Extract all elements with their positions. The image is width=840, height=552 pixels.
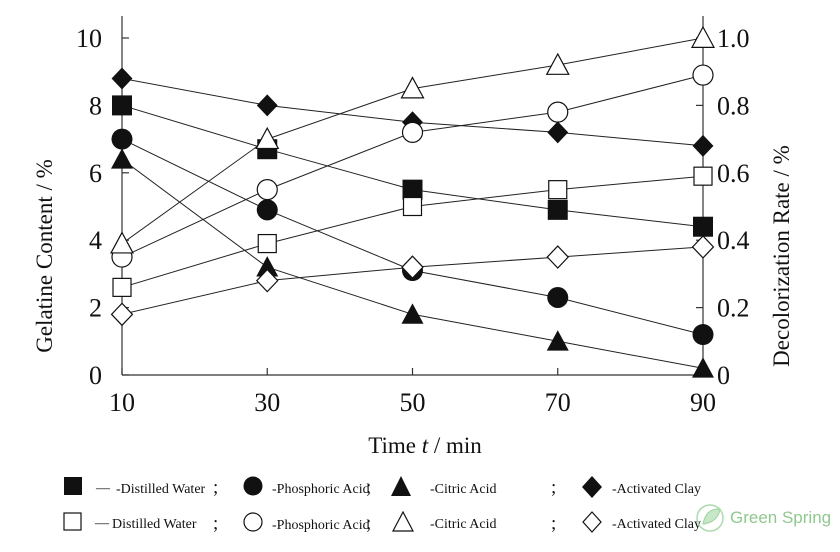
watermark: Green Spring	[696, 504, 831, 532]
y-left-axis-title: Gelatine Content / %	[32, 159, 57, 353]
data-point-series-0-3	[547, 199, 568, 220]
data-point-series-2-4	[692, 357, 714, 378]
data-point-series-7-3	[546, 245, 570, 269]
y-right-tick-label: 0.8	[717, 91, 750, 120]
data-point-series-6-0	[109, 231, 135, 254]
legend-label: -Phosphoric Acid	[272, 482, 370, 497]
data-point-series-3-3	[547, 121, 569, 144]
series-markers	[109, 25, 716, 378]
legend-marker-square-filled	[64, 477, 82, 495]
data-point-series-5-1	[256, 179, 278, 201]
data-point-series-0-4	[693, 216, 713, 237]
x-tick-label: 30	[254, 388, 280, 417]
legend-separator: ;	[213, 477, 218, 498]
legend: — -Distilled Water ; -Phosphoric Acid ; …	[63, 476, 701, 534]
y-right-tick-label: 0.4	[717, 226, 750, 255]
data-point-series-5-4	[692, 64, 714, 86]
data-point-series-0-0	[112, 95, 132, 116]
data-point-series-3-1	[256, 94, 278, 117]
data-point-series-1-0	[111, 128, 133, 150]
legend-item-phosphoric-acid-filled: -Phosphoric Acid ;	[243, 476, 371, 498]
data-point-series-4-2	[402, 196, 423, 217]
legend-marker-circle-hollow	[243, 512, 263, 532]
x-tick-label: 50	[400, 388, 426, 417]
data-point-series-7-4	[691, 235, 715, 259]
y-left-tick-label: 4	[89, 226, 102, 255]
legend-label: -Distilled Water	[116, 482, 206, 497]
x-tick-labels: 10 30 50 70 90	[109, 388, 716, 417]
data-point-series-2-2	[401, 303, 424, 324]
legend-marker-diamond-hollow	[582, 511, 602, 533]
data-point-series-2-3	[546, 330, 569, 351]
data-point-series-3-0	[111, 67, 133, 90]
y-right-tick-labels: 0 0.2 0.4 0.6 0.8 1.0	[717, 24, 750, 390]
legend-marker-triangle-filled	[391, 476, 411, 496]
legend-label: -Citric Acid	[430, 517, 497, 532]
legend-item-phosphoric-acid-hollow: -Phosphoric Acid ;	[243, 512, 371, 534]
data-point-series-7-0	[110, 302, 134, 327]
legend-item-distilled-water-hollow: — Distilled Water ;	[63, 512, 218, 534]
legend-item-activated-clay-filled: -Activated Clay	[582, 476, 701, 498]
data-point-series-6-3	[545, 52, 570, 75]
x-axis-title: Time t / min	[368, 433, 482, 458]
y-right-tick-label: 0.6	[717, 159, 750, 188]
data-point-series-4-3	[548, 180, 568, 200]
data-point-series-6-2	[400, 76, 425, 99]
data-point-series-7-2	[401, 255, 424, 280]
y-left-tick-label: 2	[89, 294, 102, 323]
data-point-series-7-1	[255, 268, 279, 293]
data-point-series-1-4	[692, 324, 714, 346]
legend-separator: ;	[551, 477, 556, 498]
legend-separator: ;	[366, 513, 371, 534]
legend-label: -Citric Acid	[430, 482, 497, 497]
legend-dash: —	[95, 481, 111, 496]
data-point-series-1-3	[547, 286, 569, 308]
y-left-tick-label: 10	[76, 24, 102, 53]
data-point-series-0-2	[402, 179, 423, 200]
legend-marker-diamond-filled	[582, 476, 602, 498]
legend-dash: —	[94, 516, 110, 531]
data-point-series-6-1	[255, 126, 280, 150]
data-point-series-2-1	[256, 256, 279, 277]
data-point-series-4-0	[112, 277, 132, 297]
data-point-series-4-1	[257, 233, 277, 254]
legend-label: -Phosphoric Acid	[272, 518, 370, 533]
y-right-tick-label: 0.2	[717, 294, 750, 323]
y-right-axis-title: Decolorization Rate / %	[769, 145, 794, 367]
legend-marker-circle-filled	[243, 476, 263, 496]
data-point-series-1-1	[256, 199, 278, 221]
legend-separator: ;	[551, 513, 556, 534]
data-point-series-3-4	[692, 134, 714, 157]
legend-item-distilled-water-filled: — -Distilled Water ;	[64, 477, 218, 498]
y-left-tick-label: 8	[89, 91, 102, 120]
y-right-tick-label: 1.0	[717, 24, 750, 53]
y-right-tick-label: 0	[717, 361, 730, 390]
legend-item-citric-acid-filled: -Citric Acid ;	[391, 476, 556, 498]
legend-label: -Activated Clay	[612, 482, 701, 497]
data-point-series-6-4	[690, 25, 716, 48]
data-point-series-5-2	[401, 121, 424, 143]
x-tick-label: 10	[109, 388, 135, 417]
y-left-tick-label: 6	[89, 159, 102, 188]
watermark-text: Green Spring	[730, 508, 831, 527]
legend-marker-square-hollow	[63, 512, 82, 531]
legend-marker-triangle-hollow	[392, 510, 414, 532]
legend-separator: ;	[366, 477, 371, 498]
y-left-tick-label: 0	[89, 361, 102, 390]
x-tick-label: 90	[690, 388, 716, 417]
legend-separator: ;	[213, 513, 218, 534]
legend-item-citric-acid-hollow: -Citric Acid ;	[392, 510, 556, 534]
data-point-series-4-4	[693, 166, 713, 186]
data-point-series-2-0	[111, 148, 133, 169]
legend-label: -Activated Clay	[612, 517, 701, 532]
series-line-5	[121, 74, 704, 258]
legend-item-activated-clay-hollow: -Activated Clay	[582, 511, 701, 533]
legend-label: Distilled Water	[112, 517, 197, 532]
y-left-tick-labels: 0 2 4 6 8 10	[76, 24, 102, 390]
green-leaf-logo	[696, 504, 724, 532]
x-tick-label: 70	[545, 388, 571, 417]
data-point-series-5-3	[547, 101, 569, 123]
